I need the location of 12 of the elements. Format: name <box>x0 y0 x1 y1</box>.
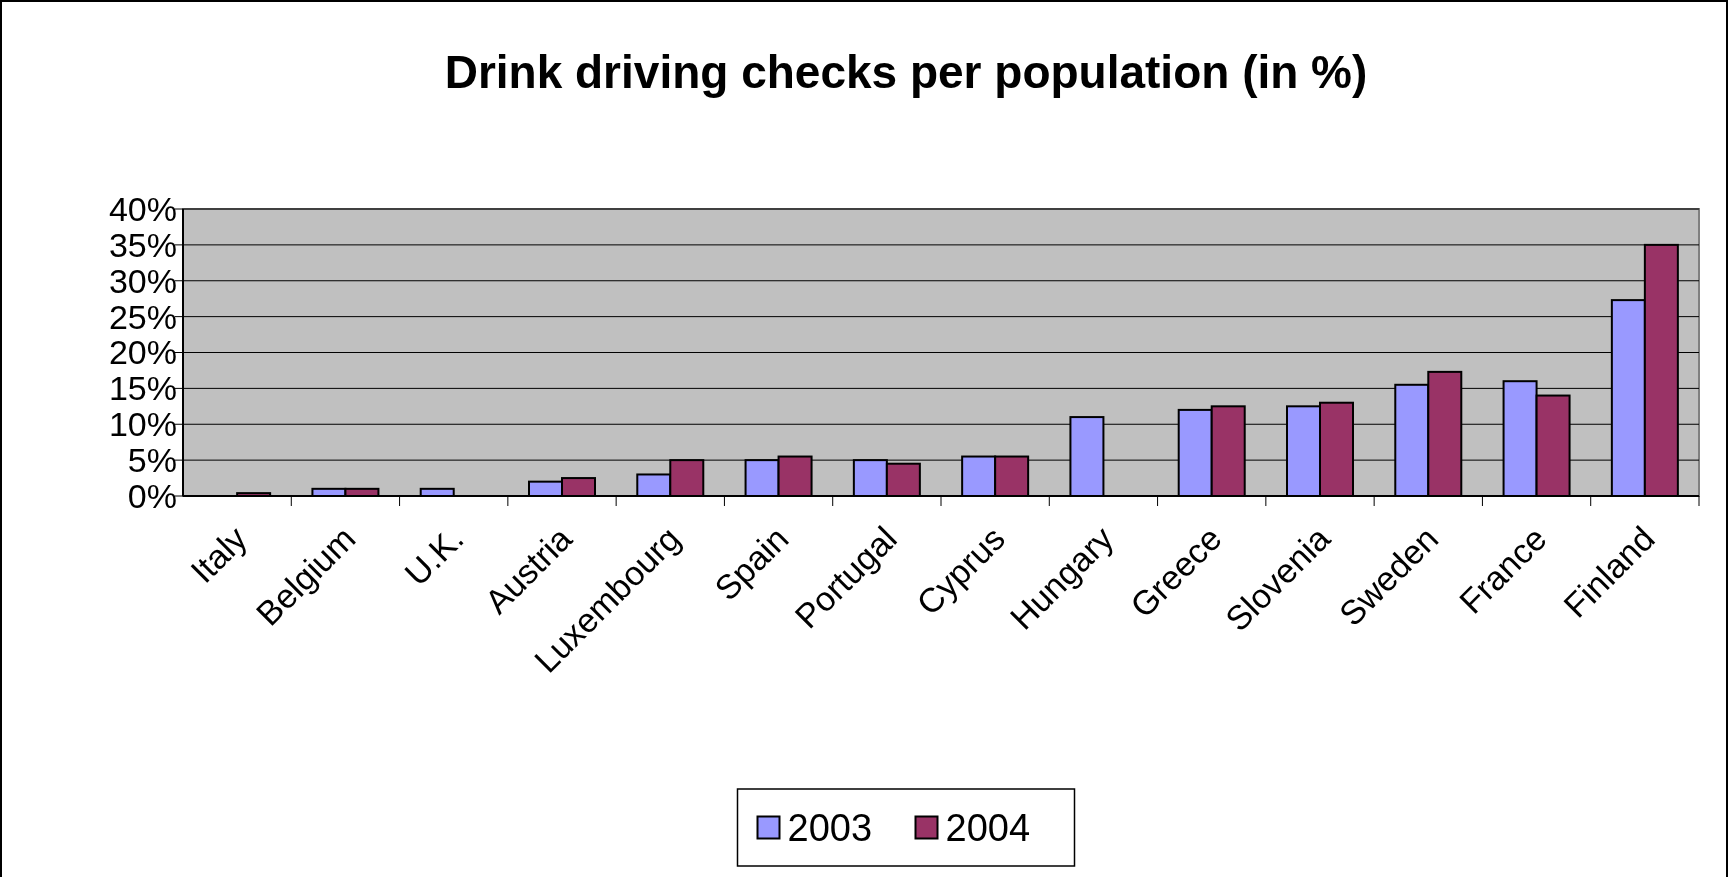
legend-label: 2004 <box>945 806 1031 849</box>
y-tick-label: 35% <box>108 225 177 264</box>
y-tick-label: 40% <box>108 189 177 228</box>
y-tick-label: 15% <box>108 369 177 408</box>
chart-title: Drink driving checks per population (in %) <box>444 46 1368 98</box>
y-tick-label: 25% <box>108 297 177 336</box>
y-tick-label: 30% <box>108 261 177 300</box>
y-tick-label: 20% <box>108 333 177 372</box>
x-tick-label: U.K. <box>397 519 471 593</box>
legend-label: 2003 <box>787 806 873 849</box>
x-tick-label: Italy <box>183 519 255 591</box>
y-tick-label: 10% <box>108 405 177 444</box>
